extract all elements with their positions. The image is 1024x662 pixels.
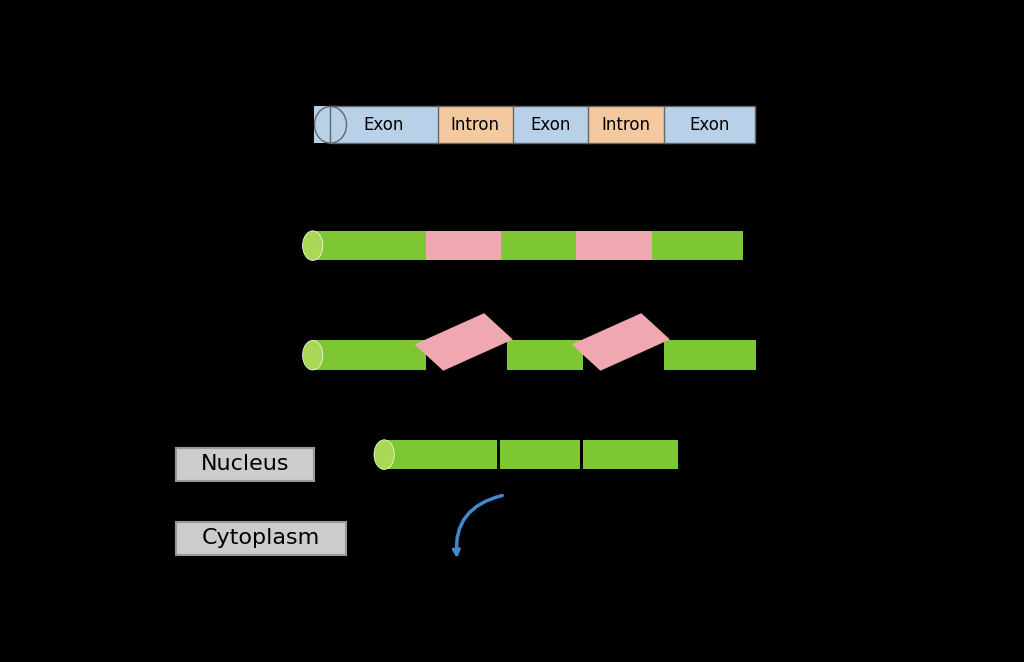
- Bar: [501, 231, 577, 260]
- Text: Exon: Exon: [530, 116, 570, 134]
- Bar: [664, 107, 755, 143]
- Bar: [513, 107, 588, 143]
- Ellipse shape: [303, 340, 323, 370]
- Bar: [314, 107, 755, 143]
- Bar: [384, 440, 497, 469]
- FancyBboxPatch shape: [176, 448, 314, 481]
- Ellipse shape: [314, 107, 346, 143]
- Bar: [331, 107, 755, 143]
- Bar: [577, 231, 651, 260]
- Ellipse shape: [303, 340, 323, 370]
- Text: Intron: Intron: [601, 116, 650, 134]
- FancyBboxPatch shape: [176, 522, 346, 555]
- Bar: [583, 440, 678, 469]
- Text: Nucleus: Nucleus: [201, 454, 290, 474]
- Bar: [651, 231, 743, 260]
- Ellipse shape: [303, 231, 323, 260]
- Text: Exon: Exon: [689, 116, 729, 134]
- Bar: [665, 340, 756, 370]
- Bar: [415, 313, 513, 371]
- Bar: [331, 107, 437, 143]
- Bar: [500, 440, 580, 469]
- Bar: [312, 340, 426, 370]
- Bar: [571, 313, 670, 371]
- Bar: [426, 231, 501, 260]
- Ellipse shape: [374, 440, 394, 469]
- Ellipse shape: [303, 231, 323, 260]
- Ellipse shape: [374, 440, 394, 469]
- Bar: [507, 340, 583, 370]
- Bar: [312, 231, 426, 260]
- Text: Exon: Exon: [364, 116, 404, 134]
- Text: Cytoplasm: Cytoplasm: [202, 528, 321, 548]
- Bar: [437, 107, 513, 143]
- Text: Intron: Intron: [451, 116, 500, 134]
- Bar: [588, 107, 664, 143]
